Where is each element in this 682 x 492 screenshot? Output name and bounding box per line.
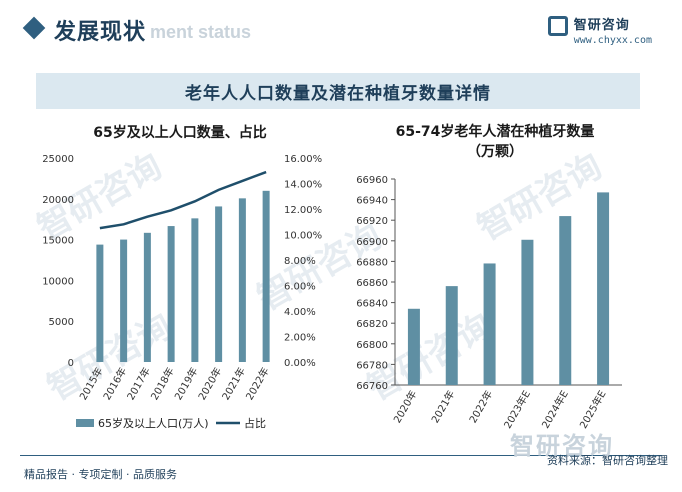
- legend-swatch-bar: [76, 419, 94, 427]
- brand: 智研咨询 www.chyxx.com: [547, 14, 652, 46]
- y-tick-label: 66800: [356, 340, 388, 351]
- chart2-title-line1: 65-74岁老年人潜在种植牙数量: [395, 124, 595, 140]
- bar: [483, 263, 496, 385]
- bar: [407, 308, 420, 385]
- y-left-tick-label: 20000: [42, 195, 74, 206]
- bar: [143, 232, 151, 362]
- footer-source: 资料来源：智研咨询整理: [547, 454, 668, 467]
- x-tick-label: 2022年: [466, 388, 495, 425]
- y-left-tick-label: 5000: [49, 317, 74, 328]
- y-left-tick-label: 0: [68, 358, 74, 369]
- y-right-tick-label: 8.00%: [284, 256, 316, 267]
- brand-logo-icon: [547, 16, 568, 36]
- y-left-tick-label: 10000: [42, 276, 74, 287]
- bar: [597, 192, 610, 385]
- chart2-title: 65-74岁老年人潜在种植牙数量 （万颗）: [360, 122, 630, 162]
- x-tick-label: 2022年: [243, 365, 272, 402]
- y-right-tick-label: 4.00%: [284, 307, 316, 318]
- chart1: 0 5000 10000 15000 20000 25000 0.00% 2.00% 4.00%…: [42, 154, 322, 430]
- y-tick-label: 66900: [356, 237, 388, 248]
- footer-watermark: 智研咨询: [510, 432, 614, 460]
- y-right-tick-label: 12.00%: [284, 205, 322, 216]
- header: 发展现状 ment status 智研咨询 www.chyxx.com: [0, 0, 682, 66]
- y-right-tick-label: 10.00%: [284, 231, 322, 242]
- bar: [238, 198, 246, 362]
- chart1-title: 65岁及以上人口数量、占比: [93, 125, 267, 141]
- y-left-tick-label: 25000: [42, 154, 74, 165]
- y-tick-label: 66960: [356, 175, 388, 186]
- y-tick-label: 66860: [356, 278, 388, 289]
- chart2: 66760 66780 66800 66820 66840 66860 66880 66900…: [356, 175, 622, 431]
- y-tick-label: 66760: [356, 381, 388, 392]
- footer-divider: [20, 455, 662, 456]
- y-right-tick-label: 14.00%: [284, 180, 322, 191]
- bar: [215, 206, 223, 362]
- y-right-tick-label: 16.00%: [284, 154, 322, 165]
- series-line: [99, 170, 267, 230]
- y-right-tick-label: 0.00%: [284, 358, 316, 369]
- bar: [96, 244, 104, 362]
- y-tick-label: 66920: [356, 216, 388, 227]
- legend-label: 65岁及以上人口(万人): [98, 416, 209, 430]
- y-tick-label: 66940: [356, 196, 388, 207]
- bar: [559, 216, 572, 385]
- section-subtitle: ment status: [150, 22, 252, 42]
- x-tick-label: 2023年E: [501, 388, 533, 431]
- y-tick-label: 66880: [356, 257, 388, 268]
- legend-label: 占比: [244, 416, 266, 430]
- bar: [262, 190, 270, 362]
- x-tick-label: 2024年E: [539, 388, 571, 431]
- y-tick-label: 66780: [356, 360, 388, 371]
- section-title: 发展现状: [54, 20, 147, 45]
- y-left-tick-label: 15000: [42, 236, 74, 247]
- bar: [191, 218, 199, 362]
- bar: [120, 239, 128, 362]
- x-tick-label: 2025年E: [577, 388, 609, 431]
- bar: [167, 226, 175, 362]
- footer-tagline: 精品报告 · 专项定制 · 品质服务: [24, 468, 177, 481]
- x-tick-label: 2020年: [391, 388, 420, 425]
- y-tick-label: 66840: [356, 299, 388, 310]
- chart2-title-line2: （万颗）: [467, 144, 523, 160]
- diamond-icon: [22, 16, 46, 40]
- y-right-tick-label: 2.00%: [284, 333, 316, 344]
- y-tick-label: 66820: [356, 319, 388, 330]
- y-right-tick-label: 6.00%: [284, 282, 316, 293]
- bar: [445, 286, 458, 385]
- x-tick-label: 2021年: [428, 388, 457, 425]
- brand-url: www.chyxx.com: [573, 35, 652, 46]
- brand-name: 智研咨询: [573, 18, 630, 33]
- bar: [521, 239, 534, 385]
- banner-title: 老年人人口数量及潜在种植牙数量详情: [36, 73, 640, 109]
